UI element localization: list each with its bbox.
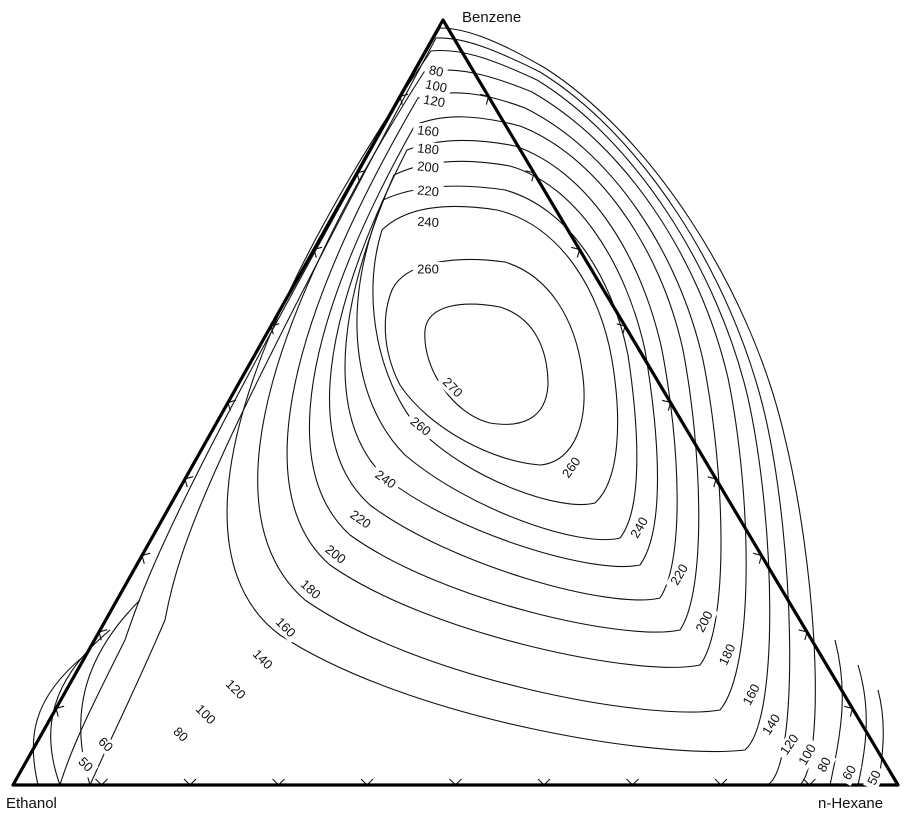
contour-label-background: [837, 759, 862, 787]
contour-label-15: 220: [343, 504, 377, 535]
edge-ticks: [55, 93, 854, 786]
contour-line-1: [424, 303, 549, 425]
contour-label-background: [418, 91, 451, 112]
contour-label-background: [690, 605, 719, 639]
contour-label-22: 160: [737, 678, 766, 712]
contour-label-30: 80: [812, 751, 837, 778]
contour-label-text: 80: [814, 755, 834, 775]
contour-line-3: [372, 205, 619, 506]
contour-line-2: [384, 258, 585, 466]
contour-label-7: 220: [412, 182, 444, 201]
contour-label-27: 100: [189, 698, 222, 731]
contour-label-text: 180: [417, 140, 440, 157]
contour-label-8: 240: [412, 213, 444, 232]
contour-line-9: [257, 69, 747, 713]
ternary-triangle-outline: [11, 18, 900, 787]
contour-line-4: [356, 185, 638, 541]
contour-line-15: [32, 654, 86, 786]
contour-label-background: [412, 140, 444, 159]
contour-label-16: 220: [665, 558, 694, 592]
contour-label-text: 260: [417, 261, 439, 276]
contour-label-background: [92, 731, 119, 758]
contour-label-12: 260: [556, 451, 587, 485]
vertex-label-ethanol: Ethanol: [6, 795, 57, 812]
contour-label-1: 80: [423, 61, 449, 82]
contour-label-19: 180: [294, 574, 327, 606]
contour-label-background: [167, 721, 194, 748]
contour-line-11: [89, 37, 791, 786]
contour-label-text: 160: [417, 122, 440, 139]
contour-label-3: 120: [418, 91, 451, 112]
contour-label-background: [412, 158, 444, 177]
contour-label-9: 260: [413, 261, 443, 277]
contour-label-34: 50: [863, 764, 886, 791]
contour-label-background: [189, 698, 222, 731]
contour-label-background: [219, 673, 252, 706]
contour-label-background: [665, 558, 694, 592]
contour-label-text: 50: [864, 768, 884, 787]
contour-line-7: [308, 116, 700, 633]
contour-label-14: 240: [625, 511, 654, 545]
contour-line-16: [829, 639, 843, 786]
contour-label-23: 140: [246, 643, 279, 676]
contour-label-background: [863, 764, 886, 791]
contour-label-text: 60: [839, 762, 859, 782]
contour-label-4: 160: [412, 122, 444, 141]
contour-label-18: 200: [690, 605, 719, 639]
contour-label-background: [419, 76, 453, 97]
contour-label-background: [714, 638, 741, 672]
contour-label-background: [757, 708, 786, 742]
contour-label-background: [246, 643, 279, 676]
contour-label-text: 240: [417, 214, 440, 230]
contour-label-text: 80: [428, 62, 445, 80]
contour-label-5: 180: [412, 140, 444, 159]
contour-label-background: [412, 182, 444, 201]
contour-line-17: [857, 664, 867, 786]
contour-label-25: 120: [219, 673, 252, 706]
contour-label-background: [793, 738, 822, 772]
contour-label-background: [774, 728, 805, 762]
contour-lines: [32, 27, 884, 786]
contour-label-background: [343, 504, 377, 535]
vertex-label-benzene: Benzene: [462, 9, 521, 26]
contour-label-text: 120: [422, 92, 446, 111]
contour-label-background: [412, 213, 444, 232]
contour-label-17: 200: [318, 539, 352, 570]
contour-line-8: [286, 92, 722, 668]
contour-line-5: [344, 160, 658, 568]
contour-label-background: [412, 122, 444, 141]
contour-label-33: 50: [72, 751, 99, 778]
contour-label-background: [72, 751, 99, 778]
contour-label-background: [737, 678, 766, 712]
contour-label-32: 60: [837, 759, 862, 787]
contour-label-background: [625, 511, 654, 545]
contour-label-6: 200: [412, 158, 444, 177]
contour-label-text: 220: [417, 182, 440, 199]
contour-label-background: [436, 371, 469, 404]
vertex-label-n-hexane: n-Hexane: [818, 795, 883, 812]
contour-label-2: 100: [419, 76, 453, 97]
contour-line-10: [226, 49, 771, 753]
contour-label-background: [423, 61, 449, 82]
contour-line-6: [328, 139, 678, 601]
contour-labels: 8010012016018020022024026027026026024024…: [72, 61, 886, 791]
contour-line-12: [59, 27, 816, 786]
contour-label-31: 60: [92, 731, 119, 758]
contour-label-background: [812, 751, 837, 778]
contour-label-background: [318, 539, 352, 570]
contour-label-background: [269, 611, 302, 644]
contour-label-text: 200: [417, 158, 440, 175]
contour-label-20: 180: [714, 638, 741, 672]
contour-label-13: 240: [368, 464, 402, 495]
contour-label-background: [368, 464, 402, 495]
contour-label-background: [403, 411, 437, 442]
contour-label-29: 80: [167, 721, 194, 748]
contour-label-background: [294, 574, 327, 606]
contour-label-background: [556, 451, 587, 485]
contour-label-text: 100: [424, 76, 448, 95]
contour-label-background: [413, 262, 443, 277]
contour-label-10: 270: [436, 371, 469, 404]
